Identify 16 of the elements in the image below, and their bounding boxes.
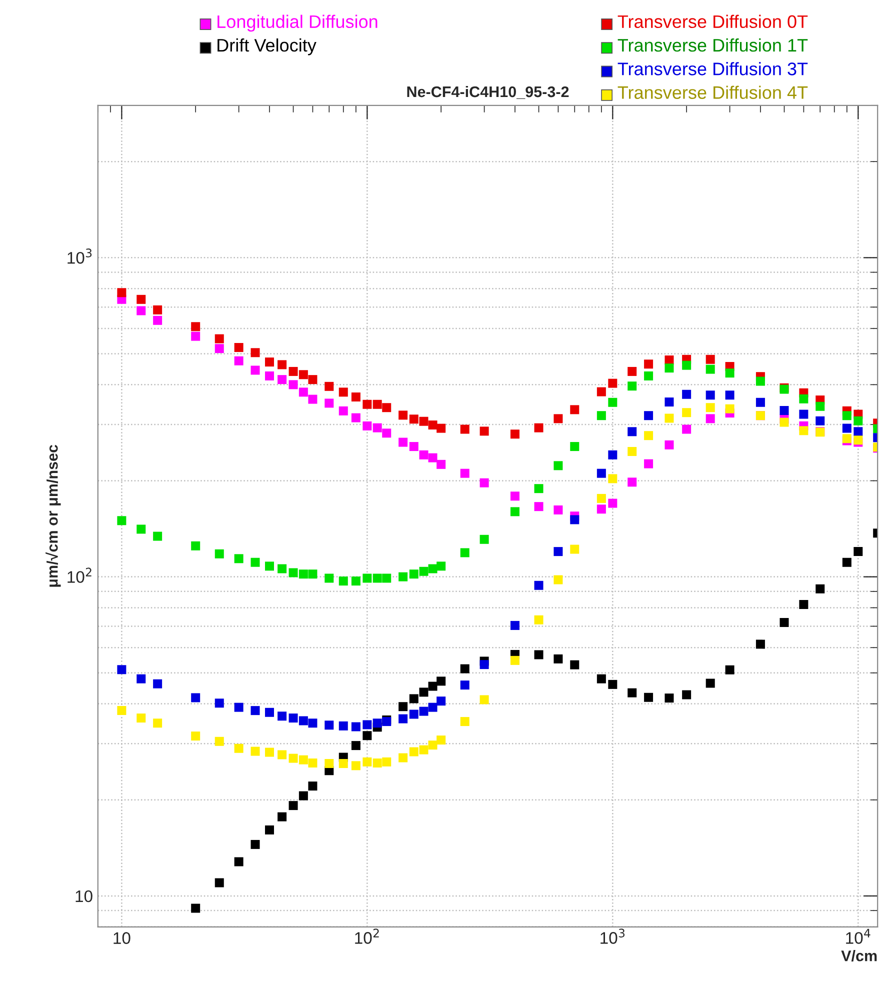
x-axis-title: V/cm xyxy=(841,950,877,962)
x-tick-label: 10$^{3}$ xyxy=(600,928,625,944)
chart-title: Ne-CF4-iC4H10_95-3-2 xyxy=(407,86,569,99)
x-tick-label: 10 xyxy=(114,932,130,944)
legend-label: Transverse Diffusion 0T xyxy=(618,14,808,28)
legend-label: Longitudial Diffusion xyxy=(218,14,378,32)
y-tick-label: 10$^{3}$ xyxy=(68,248,92,264)
x-tick-label: 10$^{4}$ xyxy=(846,928,870,944)
legend-label: Transverse Diffusion 1T xyxy=(618,38,808,52)
legend-label: Transverse Diffusion 4T xyxy=(618,86,808,99)
legend-label: Transverse Diffusion 3T xyxy=(618,62,808,76)
y-tick-label: 10$^{2}$ xyxy=(68,568,92,583)
x-tick-label: 10$^{2}$ xyxy=(355,928,379,944)
legend-label: Drift Velocity xyxy=(218,38,316,56)
y-axis-title: μm/√cm or μm/nsec xyxy=(46,444,61,587)
y-tick-label: 10 xyxy=(76,890,92,902)
